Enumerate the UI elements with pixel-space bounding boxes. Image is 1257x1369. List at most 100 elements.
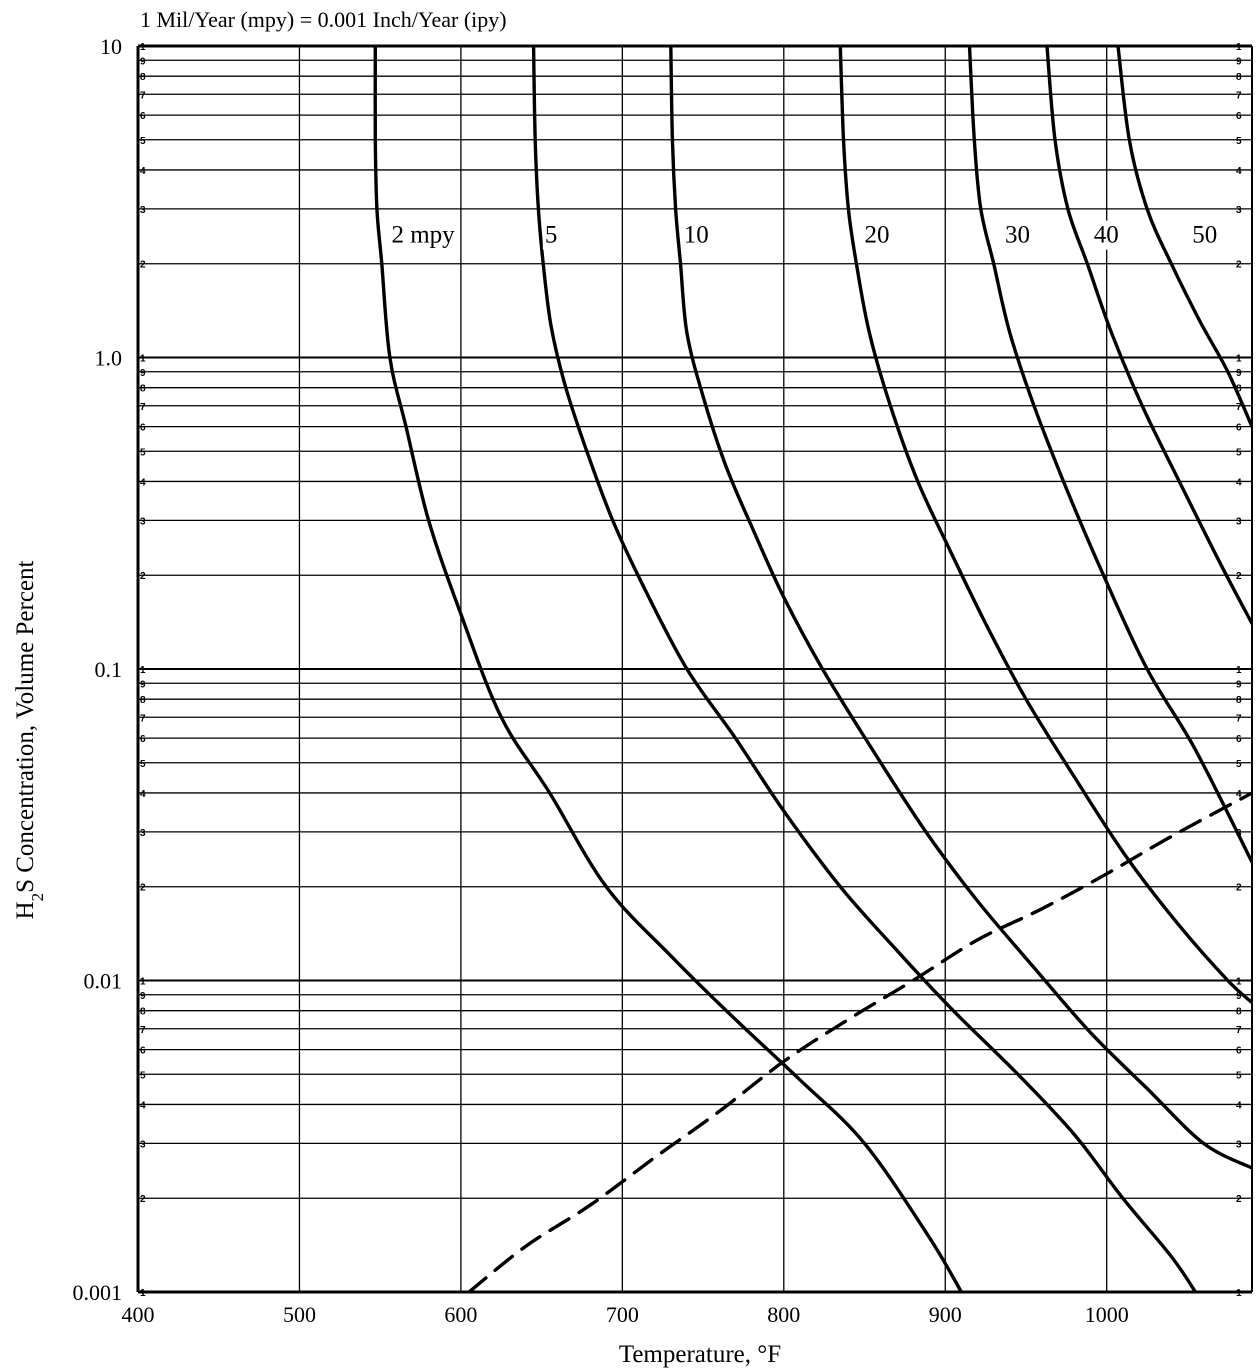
chart-subtitle: 1 Mil/Year (mpy) = 0.001 Inch/Year (ipy) bbox=[140, 7, 507, 32]
series-line-dashed bbox=[467, 791, 1252, 1292]
curve-label: 20 bbox=[865, 222, 890, 249]
y-axis-label: H2S Concentration, Volume Percent bbox=[12, 560, 47, 919]
curve-label-bg bbox=[1190, 220, 1220, 250]
y-axis-label-rest: S Concentration, Volume Percent bbox=[12, 560, 39, 892]
y-minor-label-left: 5 bbox=[140, 1070, 146, 1081]
y-minor-label-right: 8 bbox=[1236, 1007, 1242, 1018]
y-minor-label-left: 1 bbox=[140, 1288, 146, 1299]
y-minor-label-right: 1 bbox=[1236, 354, 1242, 365]
y-minor-label-right: 7 bbox=[1236, 90, 1242, 101]
y-minor-label-right: 2 bbox=[1236, 260, 1242, 271]
curve-label-bg bbox=[1002, 220, 1032, 250]
y-minor-label-right: 5 bbox=[1236, 1070, 1242, 1081]
y-minor-label-left: 2 bbox=[140, 883, 146, 894]
y-minor-label-right: 1 bbox=[1236, 977, 1242, 988]
y-tick-label: 0.1 bbox=[95, 657, 123, 682]
y-minor-label-right: 6 bbox=[1236, 111, 1242, 122]
series-line-20 bbox=[838, 46, 1252, 1005]
y-minor-label-right: 7 bbox=[1236, 402, 1242, 413]
curve-layer bbox=[373, 46, 1252, 1292]
curve-label: 10 bbox=[684, 222, 709, 249]
y-minor-label-right: 8 bbox=[1236, 695, 1242, 706]
y-minor-label-right: 5 bbox=[1236, 759, 1242, 770]
y-minor-label-right: 9 bbox=[1236, 679, 1242, 690]
y-minor-label-right: 3 bbox=[1236, 516, 1242, 527]
y-minor-label-right: 2 bbox=[1236, 883, 1242, 894]
x-tick-label: 1000 bbox=[1085, 1302, 1129, 1327]
curve-label-bg bbox=[542, 220, 560, 250]
y-minor-label-right: 3 bbox=[1236, 1139, 1242, 1150]
y-minor-label-right: 6 bbox=[1236, 1046, 1242, 1057]
y-minor-label-left: 5 bbox=[140, 136, 146, 147]
curve-label: 30 bbox=[1005, 222, 1030, 249]
y-minor-label-left: 6 bbox=[140, 1046, 146, 1057]
y-minor-label-right: 8 bbox=[1236, 384, 1242, 395]
series-line-10 bbox=[669, 46, 1252, 1170]
y-axis-label-subscript: 2 bbox=[28, 893, 47, 902]
y-minor-label-right: 1 bbox=[1236, 665, 1242, 676]
y-minor-label-right: 7 bbox=[1236, 713, 1242, 724]
y-minor-label-left: 1 bbox=[140, 42, 146, 53]
y-minor-label-right: 9 bbox=[1236, 991, 1242, 1002]
series-line-40 bbox=[1045, 46, 1252, 626]
y-minor-label-right: 2 bbox=[1236, 571, 1242, 582]
curve-label-bg bbox=[681, 220, 711, 250]
y-minor-label-right: 6 bbox=[1236, 734, 1242, 745]
curve-label: 5 bbox=[545, 222, 558, 249]
y-minor-label-right: 4 bbox=[1236, 789, 1242, 800]
x-axis-label: Temperature, °F bbox=[619, 1341, 781, 1368]
y-minor-label-left: 9 bbox=[140, 56, 146, 67]
curve-label: 2 mpy bbox=[391, 222, 455, 249]
y-minor-label-right: 5 bbox=[1236, 447, 1242, 458]
y-minor-label-left: 7 bbox=[140, 713, 146, 724]
series-line-5 bbox=[531, 46, 1198, 1292]
y-tick-label: 0.001 bbox=[73, 1280, 123, 1305]
y-minor-label-left: 3 bbox=[140, 516, 146, 527]
curve-label: 40 bbox=[1094, 222, 1119, 249]
y-minor-label-left: 7 bbox=[140, 90, 146, 101]
y-minor-label-left: 6 bbox=[140, 111, 146, 122]
curve-label: 50 bbox=[1192, 222, 1217, 249]
y-minor-label-right: 3 bbox=[1236, 828, 1242, 839]
y-minor-label-left: 4 bbox=[140, 789, 146, 800]
x-tick-label: 800 bbox=[767, 1302, 800, 1327]
curve-label-bg bbox=[862, 220, 892, 250]
y-minor-label-left: 9 bbox=[140, 368, 146, 379]
y-minor-label-right: 7 bbox=[1236, 1025, 1242, 1036]
y-minor-label-right: 1 bbox=[1236, 42, 1242, 53]
y-minor-label-right: 8 bbox=[1236, 72, 1242, 83]
y-minor-label-left: 6 bbox=[140, 734, 146, 745]
y-minor-label-left: 1 bbox=[140, 665, 146, 676]
y-axis-label-main: H bbox=[12, 901, 39, 919]
y-minor-label-left: 1 bbox=[140, 354, 146, 365]
x-tick-label: 700 bbox=[606, 1302, 639, 1327]
y-minor-label-right: 4 bbox=[1236, 1100, 1242, 1111]
y-minor-label-left: 2 bbox=[140, 1194, 146, 1205]
y-tick-label: 10 bbox=[100, 34, 122, 59]
y-minor-label-right: 3 bbox=[1236, 205, 1242, 216]
series-line-30 bbox=[967, 46, 1252, 864]
y-minor-label-left: 8 bbox=[140, 384, 146, 395]
y-minor-label-left: 2 bbox=[140, 260, 146, 271]
x-tick-label: 500 bbox=[283, 1302, 316, 1327]
y-minor-label-left: 6 bbox=[140, 423, 146, 434]
y-minor-label-left: 4 bbox=[140, 1100, 146, 1111]
y-minor-label-right: 1 bbox=[1236, 1288, 1242, 1299]
series-line-50 bbox=[1116, 46, 1252, 429]
y-minor-label-left: 4 bbox=[140, 166, 146, 177]
y-minor-label-left: 3 bbox=[140, 828, 146, 839]
y-minor-label-right: 9 bbox=[1236, 56, 1242, 67]
y-minor-label-right: 6 bbox=[1236, 423, 1242, 434]
y-tick-label: 0.01 bbox=[84, 969, 123, 994]
y-minor-label-left: 3 bbox=[140, 205, 146, 216]
y-minor-label-left: 8 bbox=[140, 695, 146, 706]
y-minor-label-left: 8 bbox=[140, 1007, 146, 1018]
y-minor-label-left: 8 bbox=[140, 72, 146, 83]
y-minor-label-left: 9 bbox=[140, 991, 146, 1002]
y-minor-label-right: 5 bbox=[1236, 136, 1242, 147]
y-minor-label-left: 7 bbox=[140, 402, 146, 413]
y-minor-label-left: 2 bbox=[140, 571, 146, 582]
y-minor-label-left: 5 bbox=[140, 759, 146, 770]
y-minor-label-left: 1 bbox=[140, 977, 146, 988]
